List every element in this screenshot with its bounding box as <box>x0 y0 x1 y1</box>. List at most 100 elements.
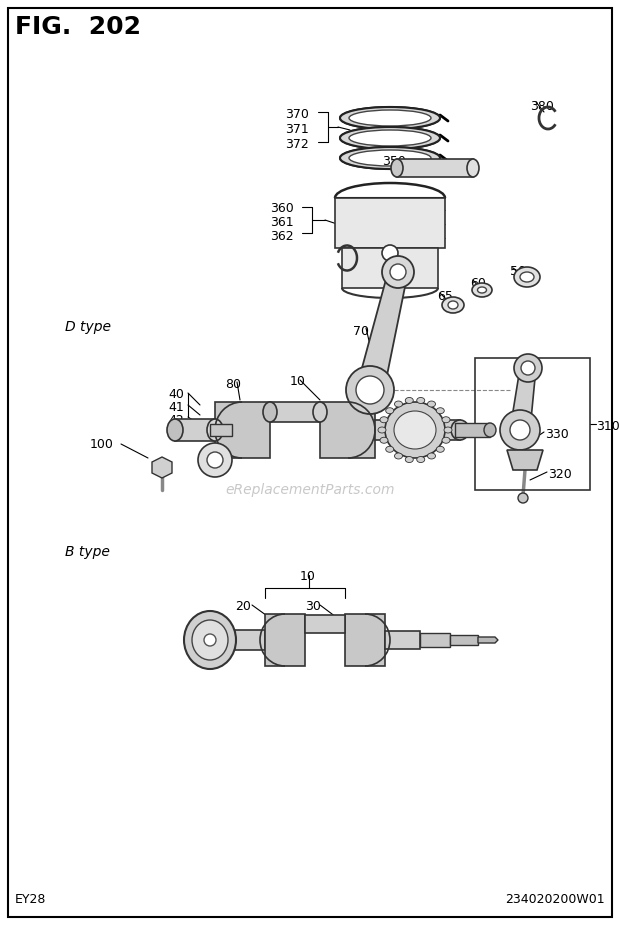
Text: B type: B type <box>65 545 110 559</box>
Ellipse shape <box>484 423 496 437</box>
Ellipse shape <box>340 127 440 149</box>
Ellipse shape <box>192 620 228 660</box>
Text: 70: 70 <box>353 325 369 338</box>
Ellipse shape <box>444 427 452 433</box>
Ellipse shape <box>380 438 388 443</box>
Polygon shape <box>342 248 438 288</box>
Text: eReplacementParts.com: eReplacementParts.com <box>225 483 395 497</box>
Text: 10: 10 <box>300 570 316 583</box>
Polygon shape <box>345 614 385 666</box>
Ellipse shape <box>386 446 394 452</box>
Ellipse shape <box>436 446 445 452</box>
Text: EY28: EY28 <box>15 893 46 906</box>
Text: 30: 30 <box>305 600 321 613</box>
Ellipse shape <box>340 107 440 129</box>
Ellipse shape <box>184 611 236 669</box>
Polygon shape <box>450 635 478 645</box>
Circle shape <box>514 354 542 382</box>
Polygon shape <box>320 402 375 458</box>
Text: 90: 90 <box>205 443 221 456</box>
Circle shape <box>346 366 394 414</box>
Text: 42: 42 <box>168 414 184 427</box>
Text: 372: 372 <box>285 138 309 151</box>
Text: 350: 350 <box>382 155 406 168</box>
Ellipse shape <box>340 147 440 169</box>
Circle shape <box>382 256 414 288</box>
Ellipse shape <box>378 427 386 433</box>
Circle shape <box>521 361 535 375</box>
Ellipse shape <box>349 130 431 146</box>
Ellipse shape <box>167 419 183 441</box>
Ellipse shape <box>520 272 534 282</box>
Text: 320: 320 <box>548 468 572 481</box>
Ellipse shape <box>405 457 414 462</box>
Polygon shape <box>510 368 536 430</box>
Polygon shape <box>507 450 543 470</box>
Text: 361: 361 <box>270 216 294 229</box>
Ellipse shape <box>391 159 403 177</box>
Polygon shape <box>420 633 450 647</box>
Text: 20: 20 <box>235 600 251 613</box>
Text: 362: 362 <box>270 230 294 243</box>
Text: 380: 380 <box>530 100 554 113</box>
Text: 371: 371 <box>285 123 309 136</box>
Polygon shape <box>215 402 270 458</box>
Circle shape <box>382 245 398 261</box>
Text: FIG.  202: FIG. 202 <box>15 15 141 39</box>
Text: 65: 65 <box>437 290 453 303</box>
Text: 370: 370 <box>285 108 309 121</box>
Text: 50: 50 <box>510 265 526 278</box>
Polygon shape <box>455 423 490 437</box>
Text: 40: 40 <box>168 388 184 401</box>
Circle shape <box>204 634 216 646</box>
Polygon shape <box>335 198 445 248</box>
Polygon shape <box>175 419 215 441</box>
Text: 360: 360 <box>270 202 294 215</box>
Ellipse shape <box>448 301 458 309</box>
Text: 10: 10 <box>290 375 306 388</box>
Ellipse shape <box>207 419 223 441</box>
Circle shape <box>390 264 406 280</box>
Text: 310: 310 <box>596 420 620 433</box>
Ellipse shape <box>394 401 402 407</box>
Text: D type: D type <box>65 320 111 334</box>
Polygon shape <box>270 402 320 422</box>
Ellipse shape <box>380 417 388 423</box>
Ellipse shape <box>394 453 402 459</box>
Text: 330: 330 <box>545 428 569 441</box>
Circle shape <box>510 420 530 440</box>
Ellipse shape <box>385 402 445 458</box>
Ellipse shape <box>472 283 492 297</box>
Ellipse shape <box>451 420 469 440</box>
Circle shape <box>518 493 528 503</box>
Polygon shape <box>210 424 232 436</box>
Ellipse shape <box>386 408 394 413</box>
Ellipse shape <box>428 453 435 459</box>
Polygon shape <box>152 457 172 478</box>
Polygon shape <box>356 272 408 390</box>
Text: 80: 80 <box>225 378 241 391</box>
Circle shape <box>356 376 384 404</box>
Polygon shape <box>305 615 345 633</box>
Ellipse shape <box>442 297 464 313</box>
Polygon shape <box>385 631 420 649</box>
Ellipse shape <box>477 287 487 293</box>
Ellipse shape <box>442 417 450 423</box>
Ellipse shape <box>417 457 425 462</box>
Ellipse shape <box>428 401 435 407</box>
Ellipse shape <box>313 402 327 422</box>
Circle shape <box>500 410 540 450</box>
Ellipse shape <box>436 408 445 413</box>
Polygon shape <box>478 637 498 643</box>
Polygon shape <box>230 630 265 650</box>
Text: 41: 41 <box>168 401 184 414</box>
Text: 234020200W01: 234020200W01 <box>505 893 605 906</box>
Ellipse shape <box>442 438 450 443</box>
Ellipse shape <box>263 402 277 422</box>
Ellipse shape <box>405 398 414 403</box>
Ellipse shape <box>514 267 540 287</box>
Ellipse shape <box>349 150 431 166</box>
Polygon shape <box>375 420 460 440</box>
Ellipse shape <box>394 411 436 449</box>
Text: 100: 100 <box>90 438 114 451</box>
